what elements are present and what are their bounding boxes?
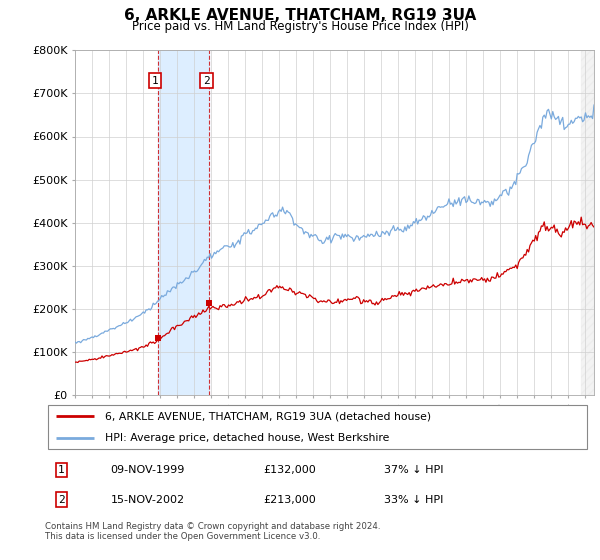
Text: 6, ARKLE AVENUE, THATCHAM, RG19 3UA (detached house): 6, ARKLE AVENUE, THATCHAM, RG19 3UA (det… bbox=[105, 411, 431, 421]
Text: 1: 1 bbox=[152, 76, 158, 86]
Text: 09-NOV-1999: 09-NOV-1999 bbox=[110, 465, 185, 475]
Text: 6, ARKLE AVENUE, THATCHAM, RG19 3UA: 6, ARKLE AVENUE, THATCHAM, RG19 3UA bbox=[124, 8, 476, 24]
Bar bbox=[581, 50, 594, 395]
Text: 15-NOV-2002: 15-NOV-2002 bbox=[110, 494, 185, 505]
Text: £213,000: £213,000 bbox=[263, 494, 316, 505]
Text: 1: 1 bbox=[58, 465, 65, 475]
Bar bbox=[158, 50, 209, 395]
FancyBboxPatch shape bbox=[48, 405, 587, 449]
Text: 2: 2 bbox=[203, 76, 210, 86]
Text: HPI: Average price, detached house, West Berkshire: HPI: Average price, detached house, West… bbox=[105, 433, 389, 443]
Text: 37% ↓ HPI: 37% ↓ HPI bbox=[383, 465, 443, 475]
Text: 2: 2 bbox=[58, 494, 65, 505]
Text: 33% ↓ HPI: 33% ↓ HPI bbox=[383, 494, 443, 505]
Text: Contains HM Land Registry data © Crown copyright and database right 2024.
This d: Contains HM Land Registry data © Crown c… bbox=[45, 522, 380, 542]
Text: £132,000: £132,000 bbox=[263, 465, 316, 475]
Text: Price paid vs. HM Land Registry's House Price Index (HPI): Price paid vs. HM Land Registry's House … bbox=[131, 20, 469, 32]
